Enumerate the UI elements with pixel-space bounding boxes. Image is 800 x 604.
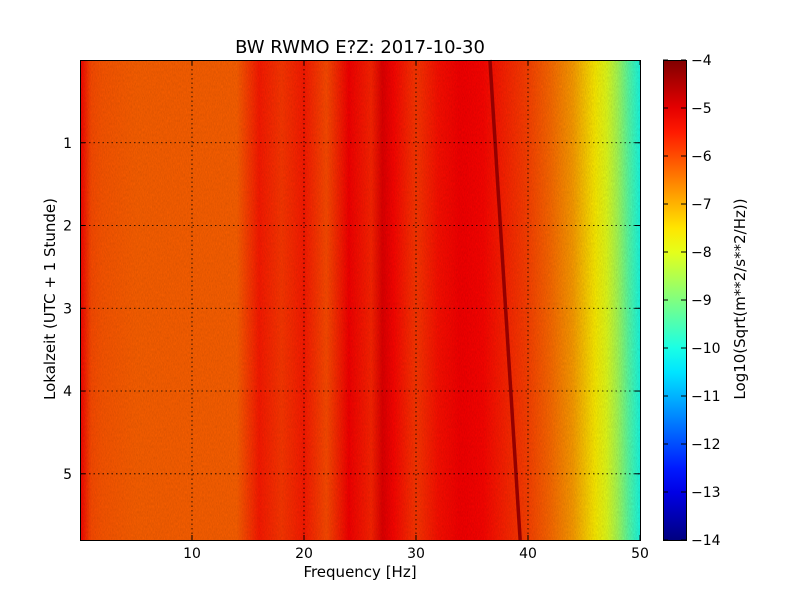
x-tick-label: 50 xyxy=(631,546,649,562)
x-tick-label: 40 xyxy=(519,546,537,562)
x-axis-label: Frequency [Hz] xyxy=(303,563,416,581)
colorbar-tick-label: −14 xyxy=(691,533,721,549)
colorbar-tick-label: −8 xyxy=(691,245,712,261)
x-tick-label: 30 xyxy=(407,546,425,562)
colorbar-tick-label: −9 xyxy=(691,293,712,309)
colorbar-tick-label: −10 xyxy=(691,341,721,357)
y-tick-label: 1 xyxy=(63,136,72,152)
colorbar-label: Log10(Sqrt(m**2/s**2/Hz)) xyxy=(731,198,749,399)
x-tick-label: 10 xyxy=(183,546,201,562)
colorbar-tick-label: −6 xyxy=(691,149,712,165)
chart-title: BW RWMO E?Z: 2017-10-30 xyxy=(235,37,485,58)
colorbar-tick-label: −4 xyxy=(691,53,712,69)
x-tick-label: 20 xyxy=(295,546,313,562)
drifting-spectral-line xyxy=(488,59,522,541)
colorbar-tick-label: −5 xyxy=(691,101,712,117)
plot-area: 10 20 30 40 50 1 2 3 4 5 xyxy=(63,59,649,562)
colorbar-tick-label: −11 xyxy=(691,389,721,405)
y-tick-label: 4 xyxy=(63,384,72,400)
y-tick-label: 2 xyxy=(63,219,72,235)
colorbar-tick-label: −13 xyxy=(691,485,721,501)
plot-frame xyxy=(80,60,641,541)
colorbar: −4 −5 −6 −7 −8 −9 −10 −11 −12 −13 −14 xyxy=(663,53,721,549)
y-axis-label: Lokalzeit (UTC + 1 Stunde) xyxy=(41,198,59,400)
colorbar-scale xyxy=(663,60,686,540)
y-tick-label: 3 xyxy=(63,301,72,317)
y-tick-label: 5 xyxy=(63,467,72,483)
colorbar-tick-label: −7 xyxy=(691,197,712,213)
spectrogram-texture xyxy=(80,60,640,540)
colorbar-tick-label: −12 xyxy=(691,437,721,453)
